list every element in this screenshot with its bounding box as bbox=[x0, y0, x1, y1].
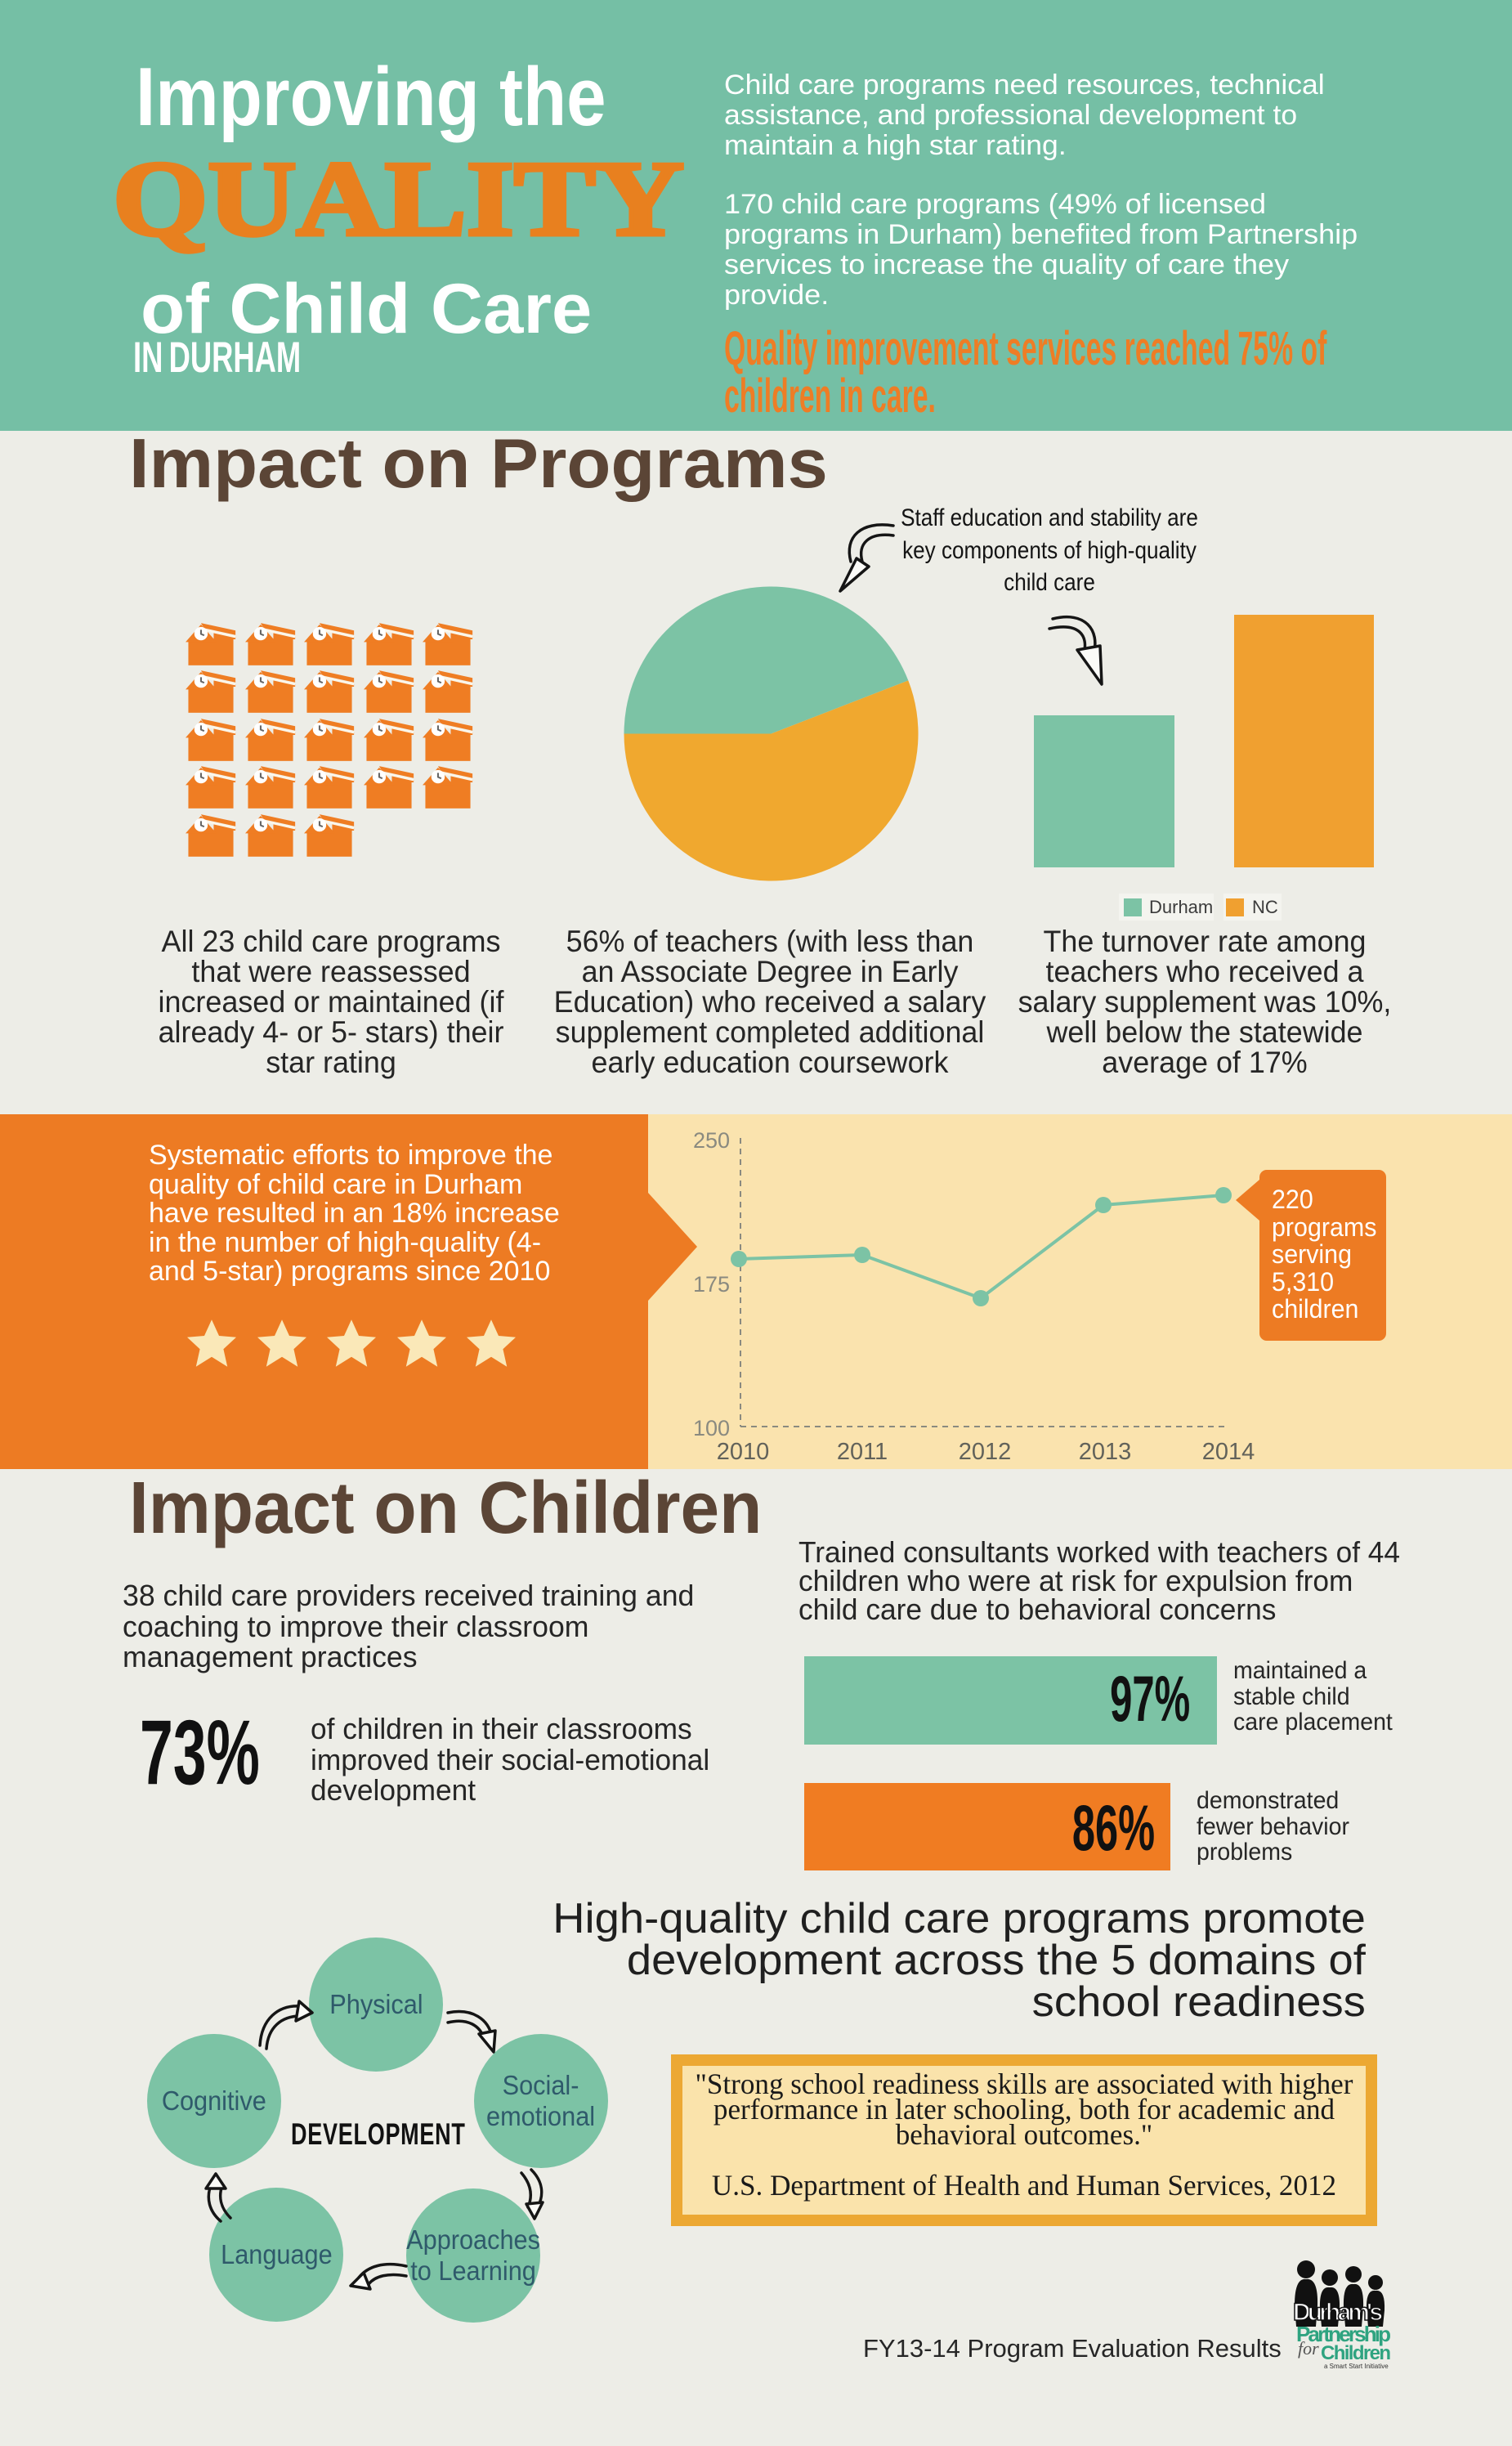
svg-text:Children: Children bbox=[1321, 2342, 1391, 2364]
svg-text:for: for bbox=[1298, 2338, 1319, 2359]
svg-text:Durham's: Durham's bbox=[1293, 2299, 1383, 2326]
svg-text:Partnership: Partnership bbox=[1296, 2322, 1391, 2346]
svg-text:a Smart Start Initiative: a Smart Start Initiative bbox=[1324, 2363, 1389, 2369]
